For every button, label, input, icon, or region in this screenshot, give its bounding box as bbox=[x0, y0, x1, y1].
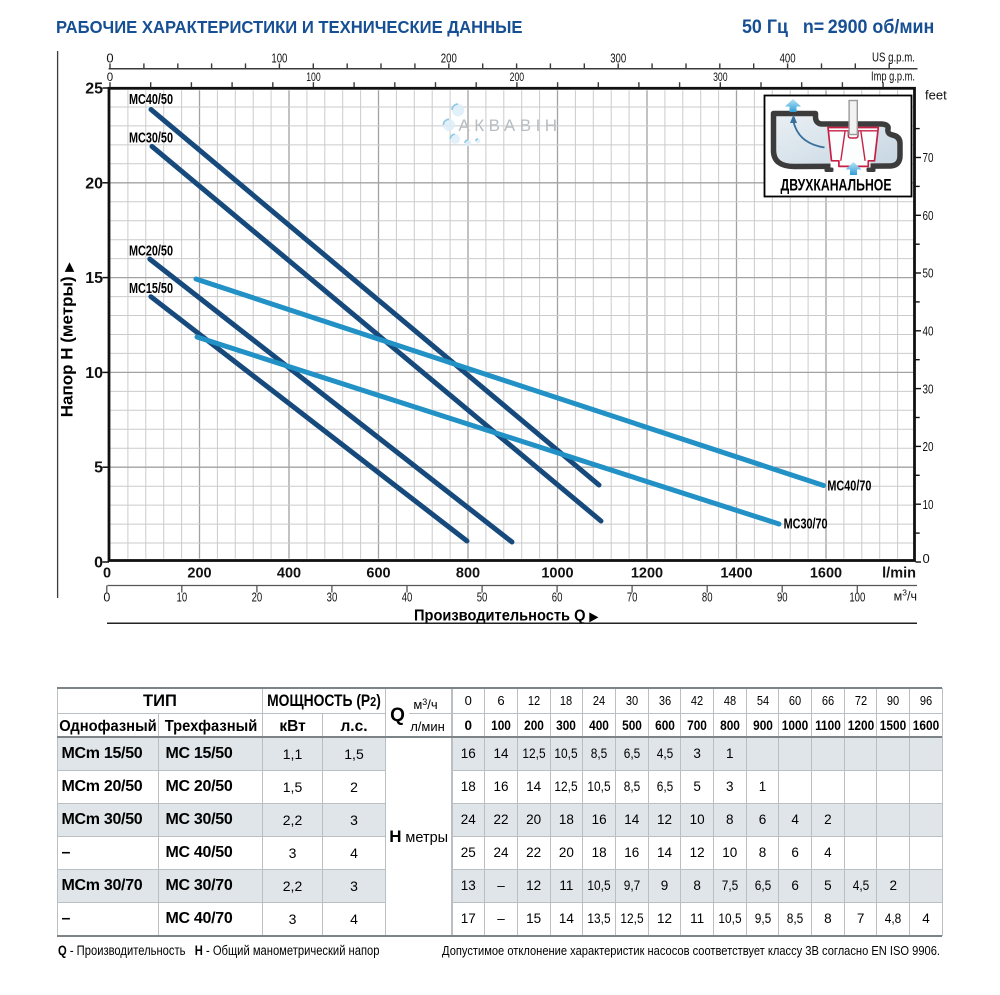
svg-text:10: 10 bbox=[177, 591, 188, 605]
svg-text:20: 20 bbox=[85, 175, 103, 192]
svg-text:400: 400 bbox=[277, 566, 301, 582]
svg-text:l/min: l/min bbox=[882, 566, 916, 582]
svg-text:300: 300 bbox=[610, 50, 626, 65]
svg-text:MC30/50: MC30/50 bbox=[129, 131, 173, 147]
svg-text:20: 20 bbox=[252, 591, 263, 605]
svg-text:5: 5 bbox=[94, 460, 103, 477]
svg-text:MC20/50: MC20/50 bbox=[129, 243, 173, 259]
svg-text:200: 200 bbox=[510, 72, 525, 84]
svg-text:0: 0 bbox=[103, 591, 110, 605]
svg-text:90: 90 bbox=[777, 591, 788, 605]
svg-text:40: 40 bbox=[923, 324, 934, 339]
svg-text:25: 25 bbox=[85, 81, 103, 98]
svg-text:200: 200 bbox=[187, 566, 211, 582]
svg-text:ДВУХКАНАЛЬНОЕ: ДВУХКАНАЛЬНОЕ bbox=[781, 177, 892, 195]
svg-text:feet: feet bbox=[925, 88, 947, 103]
svg-text:Imp g.p.m.: Imp g.p.m. bbox=[871, 70, 915, 84]
svg-text:60: 60 bbox=[552, 591, 563, 605]
svg-text:MC40/70: MC40/70 bbox=[827, 479, 871, 495]
svg-text:US g.p.m.: US g.p.m. bbox=[872, 51, 915, 65]
svg-text:50: 50 bbox=[477, 591, 488, 605]
svg-text:0: 0 bbox=[106, 50, 113, 65]
svg-text:10: 10 bbox=[85, 365, 103, 382]
svg-text:15: 15 bbox=[85, 270, 103, 287]
svg-text:10: 10 bbox=[923, 497, 934, 512]
svg-text:Напор Н (метры) ▶: Напор Н (метры) ▶ bbox=[58, 262, 77, 418]
svg-text:MC15/50: MC15/50 bbox=[129, 281, 173, 297]
svg-text:200: 200 bbox=[441, 50, 457, 65]
svg-text:АКВАВIН: АКВАВIН bbox=[458, 116, 561, 135]
svg-text:м3/ч: м3/ч bbox=[894, 588, 917, 604]
svg-text:400: 400 bbox=[780, 50, 796, 65]
svg-text:0: 0 bbox=[107, 72, 113, 84]
svg-text:300: 300 bbox=[713, 72, 728, 84]
svg-text:60: 60 bbox=[923, 208, 934, 223]
svg-text:100: 100 bbox=[849, 591, 865, 605]
svg-text:40: 40 bbox=[402, 591, 413, 605]
svg-text:1600: 1600 bbox=[810, 566, 842, 582]
svg-text:70: 70 bbox=[923, 150, 934, 165]
svg-text:MC30/70: MC30/70 bbox=[784, 517, 828, 533]
svg-text:100: 100 bbox=[271, 50, 287, 65]
svg-text:80: 80 bbox=[702, 591, 713, 605]
svg-text:800: 800 bbox=[456, 566, 480, 582]
svg-text:30: 30 bbox=[327, 591, 338, 605]
svg-text:0: 0 bbox=[923, 551, 930, 566]
svg-text:70: 70 bbox=[627, 591, 638, 605]
svg-text:1200: 1200 bbox=[631, 566, 663, 582]
svg-text:Производительность Q ▶: Производительность Q ▶ bbox=[414, 608, 599, 625]
svg-text:1400: 1400 bbox=[720, 566, 752, 582]
svg-text:600: 600 bbox=[366, 566, 390, 582]
svg-text:30: 30 bbox=[923, 381, 934, 396]
svg-text:100: 100 bbox=[306, 72, 321, 84]
svg-text:0: 0 bbox=[103, 566, 111, 582]
svg-text:50: 50 bbox=[923, 266, 934, 281]
svg-text:1000: 1000 bbox=[541, 566, 573, 582]
svg-text:MC40/50: MC40/50 bbox=[129, 92, 173, 108]
svg-text:0: 0 bbox=[94, 555, 103, 572]
svg-text:20: 20 bbox=[923, 439, 934, 454]
